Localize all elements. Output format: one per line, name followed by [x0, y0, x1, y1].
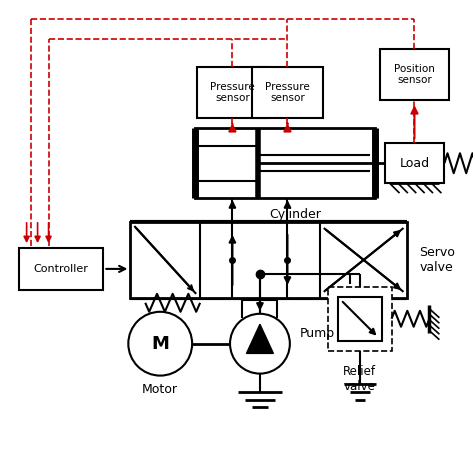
Text: Controller: Controller [34, 264, 89, 274]
Bar [195, 128, 374, 198]
Text: Position
sensor: Position sensor [394, 64, 435, 85]
Text: Cylinder: Cylinder [269, 208, 321, 221]
Circle shape [128, 312, 192, 375]
Bar [328, 287, 392, 351]
Text: Servo
valve: Servo valve [419, 246, 456, 274]
Bar [380, 48, 449, 100]
Text: Motor: Motor [142, 383, 178, 396]
Bar [18, 248, 103, 290]
Text: Pressure
sensor: Pressure sensor [265, 82, 310, 103]
Bar [130, 222, 408, 298]
Circle shape [230, 314, 290, 374]
Text: Pump: Pump [300, 327, 335, 340]
Bar [252, 66, 323, 118]
Text: Load: Load [400, 157, 429, 170]
Text: M: M [151, 335, 169, 353]
Bar [384, 143, 445, 183]
Polygon shape [246, 324, 273, 354]
Text: Relief
valve: Relief valve [343, 365, 376, 392]
Bar [197, 66, 268, 118]
Bar [337, 297, 382, 341]
Text: Pressure
sensor: Pressure sensor [210, 82, 255, 103]
